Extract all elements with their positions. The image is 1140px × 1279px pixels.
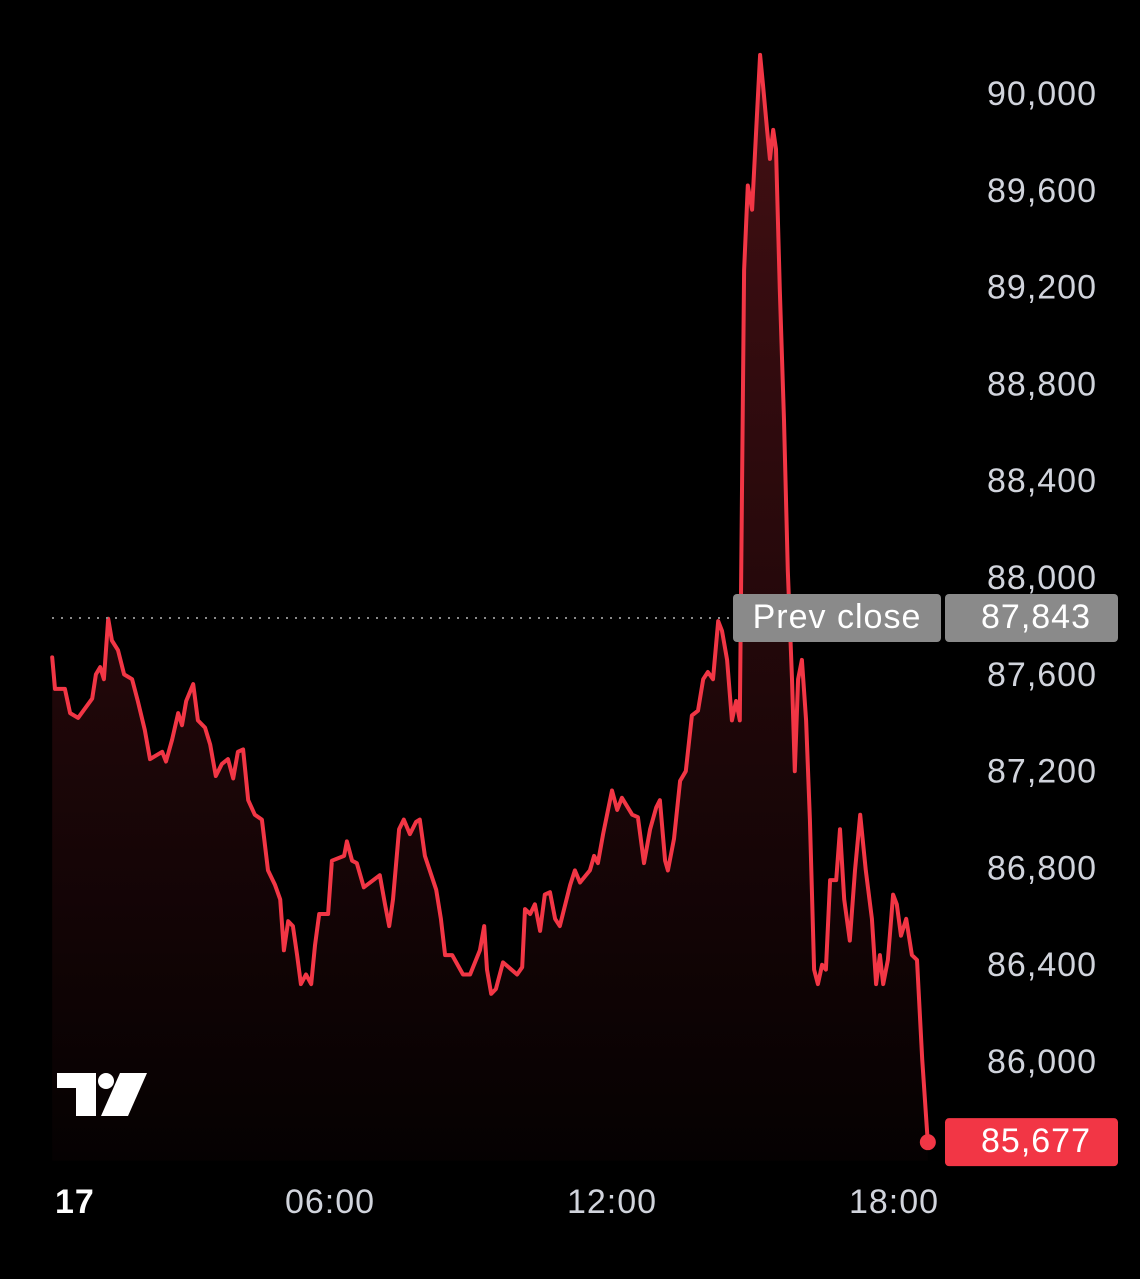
logo bbox=[57, 1073, 147, 1116]
y-tick-label: 86,800 bbox=[987, 849, 1097, 887]
prev-close-label: Prev close bbox=[753, 598, 922, 636]
y-tick-label: 86,400 bbox=[987, 946, 1097, 984]
prev-close-value-box bbox=[945, 593, 1118, 642]
last-point bbox=[919, 1134, 936, 1151]
x-tick-label: 18:00 bbox=[849, 1183, 939, 1221]
y-tick-label: 88,000 bbox=[987, 559, 1097, 597]
x-tick-label: 17 bbox=[55, 1183, 95, 1221]
prev-close-box bbox=[733, 593, 941, 642]
x-tick-label: 06:00 bbox=[285, 1183, 375, 1221]
y-tick-label: 89,200 bbox=[987, 269, 1097, 307]
y-tick-label: 89,600 bbox=[987, 172, 1097, 210]
y-tick-label: 88,800 bbox=[987, 365, 1097, 403]
last-price-box bbox=[945, 1118, 1118, 1167]
price-line bbox=[50, 52, 930, 1145]
y-tick-label: 87,200 bbox=[987, 753, 1097, 791]
last-price-label: 85,677 bbox=[981, 1122, 1091, 1160]
y-tick-label: 86,000 bbox=[987, 1043, 1097, 1081]
x-tick-label: 12:00 bbox=[567, 1183, 657, 1221]
y-tick-label: 90,000 bbox=[987, 75, 1097, 113]
prev-close-value: 87,843 bbox=[981, 598, 1091, 636]
y-tick-label: 87,600 bbox=[987, 656, 1097, 694]
y-tick-label: 88,400 bbox=[987, 462, 1097, 500]
area bbox=[52, 54, 928, 1161]
